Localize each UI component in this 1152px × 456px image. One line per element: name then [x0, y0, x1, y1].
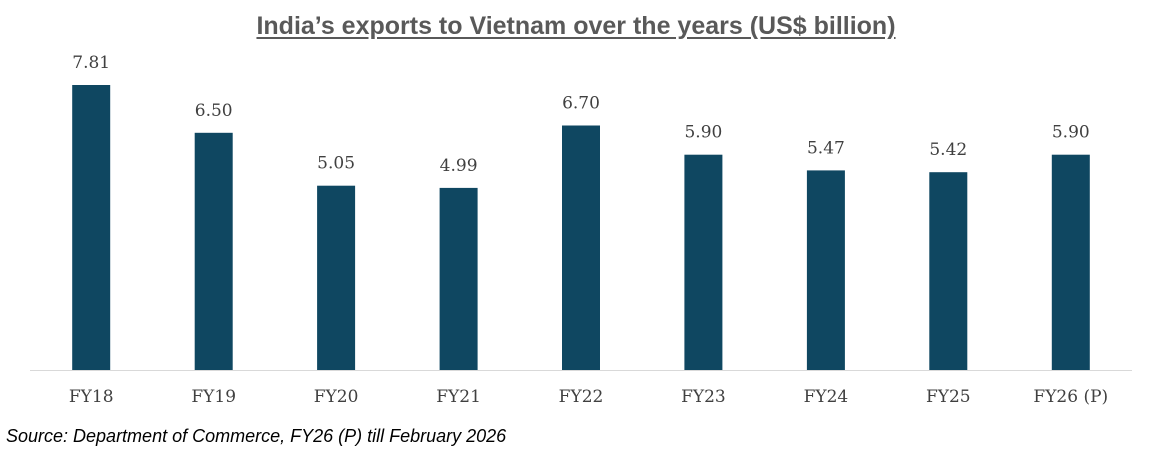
x-tick-label: FY24: [804, 387, 849, 407]
bar-fy18: [72, 85, 111, 370]
bars-group: [72, 85, 1090, 370]
x-tick-labels: FY18 FY19 FY20 FY21 FY22 FY23 FY24 FY25 FY26 (P): [69, 387, 1108, 407]
bar-fy24: [806, 170, 845, 370]
bar-fy21: [439, 187, 478, 370]
value-label: 5.90: [1052, 123, 1090, 143]
value-label: 7.81: [72, 53, 110, 73]
value-label: 5.05: [317, 154, 355, 174]
chart-title: India’s exports to Vietnam over the year…: [256, 12, 896, 40]
bar-fy20: [317, 185, 356, 370]
bar-fy19: [194, 132, 233, 370]
x-tick-label: FY25: [926, 387, 971, 407]
value-label: 5.90: [684, 123, 722, 143]
bar-fy23: [684, 154, 723, 370]
x-tick-label: FY21: [436, 387, 481, 407]
x-tick-label: FY26 (P): [1033, 387, 1108, 407]
value-labels-group: 7.81 6.50 5.05 4.99 6.70 5.90 5.47 5.42 5.90: [72, 53, 1089, 176]
value-label: 6.70: [562, 94, 600, 114]
bar-fy26-p: [1051, 154, 1090, 370]
value-label: 6.50: [195, 101, 233, 121]
x-tick-label: FY23: [681, 387, 726, 407]
value-label: 4.99: [440, 156, 478, 176]
source-note: Source: Department of Commerce, FY26 (P)…: [6, 426, 507, 446]
value-label: 5.42: [929, 140, 967, 160]
x-tick-label: FY22: [559, 387, 604, 407]
bar-fy22: [562, 125, 600, 370]
x-tick-label: FY18: [69, 387, 114, 407]
x-tick-label: FY20: [314, 387, 359, 407]
bar-chart: 7.81 6.50 5.05 4.99 6.70 5.90 5.47 5.42 5.90 FY1…: [30, 53, 1132, 407]
value-label: 5.47: [807, 138, 845, 158]
bar-fy25: [929, 172, 968, 370]
x-tick-label: FY19: [191, 387, 236, 407]
